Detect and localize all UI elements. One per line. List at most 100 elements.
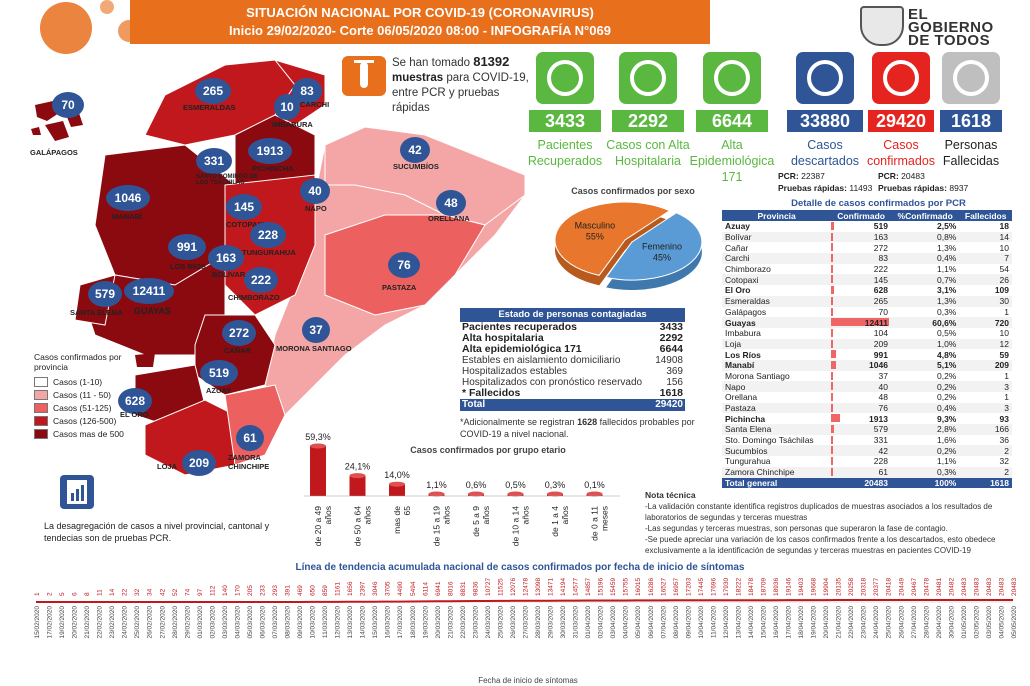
confirmed-cell: 48 (831, 392, 891, 403)
trend-date-label: 29/02/2020 (184, 606, 191, 639)
province-name: Orellana (725, 392, 758, 403)
age-bar-top (586, 491, 603, 497)
trend-date-label: 10/04/2020 (698, 606, 705, 639)
table-row: Esmeraldas 265 1,3% 30 (722, 295, 1012, 307)
legend-label: Casos (51-125) (53, 402, 112, 413)
province-label-manabi: MANABÍ (112, 212, 142, 221)
state-row: Alta epidemiológica 171 6644 (462, 343, 683, 355)
deaths-probable-note: *Adicionalmente se registran 1628 fallec… (460, 417, 695, 439)
state-row: Hospitalizados con pronóstico reservado 1… (462, 377, 683, 388)
confirmed-bar (831, 254, 834, 263)
age-bar-label: 14,0% (384, 470, 410, 480)
stat-card-value: 33880 (787, 110, 863, 132)
province-label-chimborazo: CHIMBORAZO (228, 293, 280, 302)
pie-slice-masculino (554, 201, 671, 276)
province-bubble-pichincha: 1913 (248, 138, 292, 164)
table-header: Provincia (722, 210, 832, 221)
trend-value-label: 6941 (435, 581, 442, 596)
trend-value-label: 13471 (548, 578, 555, 596)
province-label-tungurahua: TUNGURAHUA (242, 248, 296, 257)
confirmed-cell: 37 (831, 371, 891, 382)
trend-date-label: 03/05/2020 (986, 606, 993, 639)
province-bubble-loja: 209 (182, 450, 216, 476)
stat-card-value: 6644 (696, 110, 768, 132)
province-bubble-el-oro: 628 (118, 388, 152, 414)
trend-date-label: 19/03/2020 (422, 606, 429, 639)
confirmed-cell: 265 (831, 295, 891, 307)
pie-slice-femenino (605, 212, 703, 281)
confirmed-cell: 20483 (831, 477, 891, 489)
trend-date-label: 20/04/2020 (823, 606, 830, 639)
trend-date-label: 15/03/2020 (372, 606, 379, 639)
trend-date-label: 21/03/2020 (447, 606, 454, 639)
province-label-morona-santiago: MORONA SANTIAGO (276, 344, 352, 353)
percent-cell: 0,5% (936, 328, 957, 339)
deaths-cell: 3 (959, 381, 1012, 392)
confirmed-cell: 76 (831, 402, 891, 414)
trend-date-label: 01/05/2020 (961, 606, 968, 639)
confirmed-bar (831, 403, 834, 412)
province-bubble-tungurahua: 228 (250, 222, 286, 248)
trend-value-label: 19904 (823, 578, 830, 596)
trend-x-axis-label: Fecha de inicio de síntomas (478, 676, 578, 685)
province-name: Tungurahua (725, 456, 771, 467)
table-row: Napo 40 0,2% 3 (722, 381, 1012, 392)
province-label-santa-elena: SANTA ELENA (70, 308, 123, 317)
age-category-label: de 50 a 64años (353, 506, 373, 546)
confirmed-cell: 70 (831, 307, 891, 318)
confirmed-bar (831, 457, 834, 466)
trend-date-label: 26/02/2020 (147, 606, 154, 639)
state-total-row: Total 29420 (460, 399, 685, 411)
technical-note-title: Nota técnica (645, 490, 696, 500)
confirmed-bar (831, 222, 834, 230)
province-bubble-zamora-chinchipe: 61 (236, 425, 264, 451)
trend-date-label: 25/03/2020 (497, 606, 504, 639)
percent-cell: 0,2% (890, 381, 960, 392)
trend-date-label: 16/03/2020 (385, 606, 392, 639)
trend-value-label: 20481 (936, 578, 943, 596)
confirmed-bar (831, 232, 834, 241)
trend-value-label: 20377 (873, 578, 880, 596)
legend-item: Casos (126-500) (34, 414, 144, 427)
trend-date-label: 06/04/2020 (648, 606, 655, 639)
legend-title: Casos confirmados por provincia (34, 352, 122, 372)
percent-cell: 1,1% (936, 264, 957, 275)
document-chart-icon (60, 475, 94, 509)
trend-value-label: 8016 (447, 581, 454, 596)
trend-date-label: 12/03/2020 (335, 606, 342, 639)
trend-date-label: 21/02/2020 (84, 606, 91, 639)
pcr-disaggregation-note: La desagregación de casos a nivel provin… (44, 521, 270, 543)
trend-date-label: 24/02/2020 (122, 606, 129, 639)
trend-value-label: 6 (72, 592, 79, 596)
trend-value-label: 20467 (911, 578, 918, 596)
age-bar-top (507, 491, 524, 497)
state-row: * Fallecidos 1618 (462, 387, 683, 399)
pie-value: 45% (653, 253, 671, 263)
trend-date-label: 09/03/2020 (297, 606, 304, 639)
trend-value-label: 14 (109, 588, 116, 596)
age-bar (389, 484, 405, 496)
province-name: Santa Elena (722, 424, 832, 435)
province-name: Sucumbíos (722, 445, 832, 457)
trend-value-label: 20483 (1011, 578, 1018, 596)
province-bubble-orellana: 48 (436, 190, 466, 216)
legend-item: Casos mas de 500 (34, 427, 144, 440)
trend-value-label: 20483 (961, 578, 968, 596)
province-name: Morona Santiago (725, 370, 790, 381)
table-row: Loja 209 1,0% 12 (722, 338, 1012, 350)
trend-value-label: 20318 (861, 578, 868, 596)
trend-date-label: 03/04/2020 (610, 606, 617, 639)
percent-cell: 0,2% (890, 445, 960, 457)
trend-value-label: 52 (172, 588, 179, 596)
trend-value-label: 233 (260, 585, 267, 596)
percent-cell: 0,3% (936, 306, 957, 317)
trend-date-label: 27/03/2020 (523, 606, 530, 639)
stat-card-label: Pacientes Recuperados (527, 138, 603, 168)
province-bubble-bolivar: 163 (208, 245, 244, 271)
legend-swatch (34, 402, 48, 413)
trend-date-label: 28/04/2020 (923, 606, 930, 639)
trend-date-label: 22/04/2020 (848, 606, 855, 639)
trend-line-chart: 1 15/02/2020 2 17/02/2020 5 19/02/2020 6 20/02/… (34, 578, 1018, 685)
trend-date-label: 12/04/2020 (723, 606, 730, 639)
table-row: Cotopaxi 145 0,7% 26 (722, 274, 1012, 286)
